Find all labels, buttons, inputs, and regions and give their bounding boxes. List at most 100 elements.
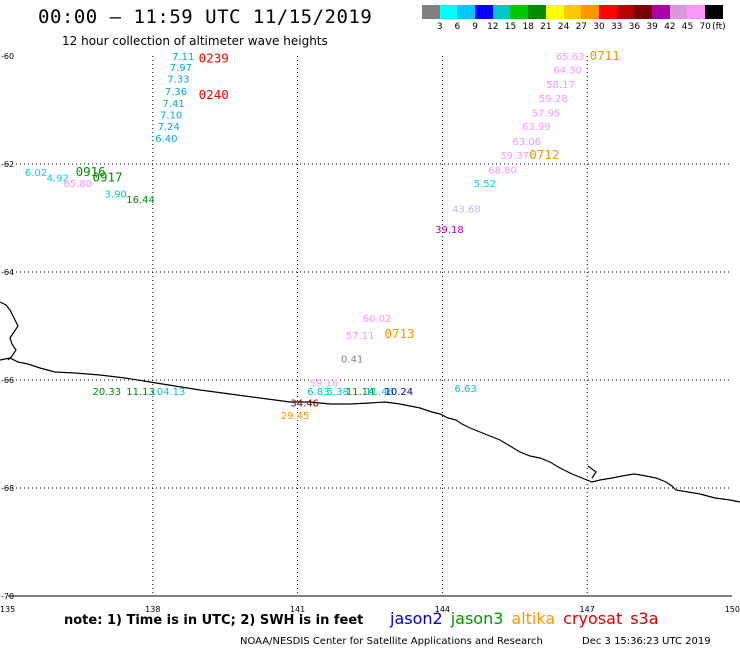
wave-height-value: 64.30: [553, 66, 582, 77]
color-swatch: [598, 5, 617, 19]
color-scale-label: 45: [681, 22, 694, 32]
color-scale-label: 18: [522, 22, 534, 32]
color-swatch: [669, 5, 688, 19]
wave-height-value: 29.45: [281, 411, 310, 422]
color-scale-label: 12: [487, 22, 499, 32]
observation-labels: 7.117.977.337.367.417.107.246.40 0239 0240…: [25, 48, 620, 422]
coastline: [0, 301, 740, 503]
wave-height-value: 7.24: [158, 122, 180, 133]
latitude-tick-label: -64: [1, 268, 14, 277]
pass-time-label: 0917: [92, 170, 122, 185]
color-swatch: [651, 5, 670, 19]
color-scale-labels: 3 6 9 12 15 18 21 24 27 30 33 36 39 42 45 70 (ft): [422, 22, 740, 36]
longitude-tick-label: 135: [0, 605, 15, 614]
longitude-tick-label: 150: [725, 605, 740, 614]
pass-time-label: 0240: [199, 87, 229, 102]
longitude-tick-label: 138: [145, 605, 160, 614]
wave-height-value: 43.68: [452, 204, 481, 215]
color-scale-label: 24: [557, 22, 570, 32]
wave-height-value: 58.17: [546, 80, 575, 91]
wave-height-value: 7.11: [172, 52, 194, 63]
pass-time-label: 0711: [590, 48, 620, 63]
color-swatch: [581, 5, 599, 19]
wave-height-value: 63.06: [512, 137, 541, 148]
pass-time-label: 0713: [384, 326, 414, 341]
color-swatch: [705, 5, 723, 19]
color-swatch: [687, 5, 705, 19]
wave-height-value: 59.16: [310, 379, 339, 390]
pass-time-label: 0916: [76, 164, 106, 179]
wave-height-value: 0.41: [341, 354, 363, 365]
color-swatch: [545, 5, 564, 19]
wave-height-value: 7.36: [165, 87, 187, 98]
latitude-tick-label: -60: [1, 52, 14, 61]
wave-height-value: 7.41: [162, 99, 184, 110]
latitude-tick-label: -66: [1, 376, 14, 385]
chart-subtitle: 12 hour collection of altimeter wave hei…: [62, 34, 328, 48]
wave-height-value: 16.44: [126, 195, 155, 206]
longitude-tick-label: 144: [435, 605, 450, 614]
latitude-tick-label: -70: [1, 592, 14, 601]
wave-height-value: 7.33: [167, 75, 189, 86]
wave-height-value: 10.24: [384, 387, 413, 398]
chart-title: 00:00 – 11:59 UTC 11/15/2019: [38, 6, 373, 28]
color-scale-label: 9: [472, 22, 478, 32]
satellite-jason3-label: jason3: [450, 609, 504, 628]
color-scale-label: 39: [646, 22, 658, 32]
color-swatch: [616, 5, 635, 19]
color-scale-label: 15: [504, 22, 517, 32]
wave-height-value: 11.14: [346, 387, 375, 398]
color-swatch: [563, 5, 582, 19]
color-scale-label: 33: [610, 22, 623, 32]
pass-time-label: 0712: [529, 147, 559, 162]
credit-text: NOAA/NESDIS Center for Satellite Applica…: [240, 636, 543, 647]
color-scale-label: 30: [593, 22, 605, 32]
wave-height-value: 5.38: [327, 387, 349, 398]
color-swatch: [422, 5, 440, 19]
color-scale-label: 70: [699, 22, 711, 32]
color-scale-bar: [422, 5, 723, 19]
wave-height-value: 65.63: [556, 52, 585, 63]
wave-height-value: 39.18: [435, 225, 464, 236]
satellite-cryosat-label: cryosat: [563, 609, 623, 628]
wave-height-value: 6.83: [307, 387, 329, 398]
color-swatch: [528, 5, 546, 19]
wave-height-value: 20.33: [92, 387, 121, 398]
wave-height-value: 11.46: [365, 387, 394, 398]
wave-height-value: 104.13: [150, 387, 185, 398]
color-scale-label: 21: [540, 22, 552, 32]
wave-height-value: 59.37: [500, 151, 529, 162]
wave-height-value: 57.95: [532, 109, 561, 120]
wave-height-value: 3.90: [105, 190, 127, 201]
satellite-s3a-label: s3a: [630, 609, 659, 628]
latitude-tick-label: -68: [1, 484, 14, 493]
wave-height-value: 4.92: [47, 174, 69, 185]
wave-height-value: 34.46: [290, 399, 319, 410]
wave-height-value: 65.80: [64, 179, 93, 190]
wave-height-value: 68.80: [488, 165, 517, 176]
color-swatch: [439, 5, 458, 19]
generation-timestamp: Dec 3 15:36:23 UTC 2019: [582, 636, 711, 647]
color-scale-label: 27: [575, 22, 588, 32]
wave-height-value: 6.63: [454, 384, 476, 395]
color-swatch: [475, 5, 493, 19]
wave-height-value: 7.97: [170, 63, 192, 74]
wave-height-value: 6.02: [25, 168, 47, 179]
longitude-tick-label: 141: [290, 605, 305, 614]
color-scale-label: (ft): [712, 22, 726, 32]
color-scale-label: 36: [628, 22, 641, 32]
wave-height-value: 59.28: [539, 94, 568, 105]
satellite-jason2-label: jason2: [390, 609, 443, 628]
color-swatch: [457, 5, 476, 19]
color-scale-label: 42: [664, 22, 676, 32]
map-grid: 135 138 141 144 147 150 -60 -62 -64 -66 -68 -70: [0, 52, 740, 614]
pass-time-label: 0239: [199, 51, 229, 66]
footer-note: note: 1) Time is in UTC; 2) SWH is in fe…: [64, 613, 364, 628]
wave-height-value: 60.02: [363, 314, 392, 325]
satellite-altika-label: altika: [511, 609, 556, 628]
latitude-tick-label: -62: [1, 160, 14, 169]
wave-height-value: 7.10: [160, 110, 182, 121]
color-scale-label: 6: [454, 22, 461, 32]
color-swatch: [634, 5, 652, 19]
